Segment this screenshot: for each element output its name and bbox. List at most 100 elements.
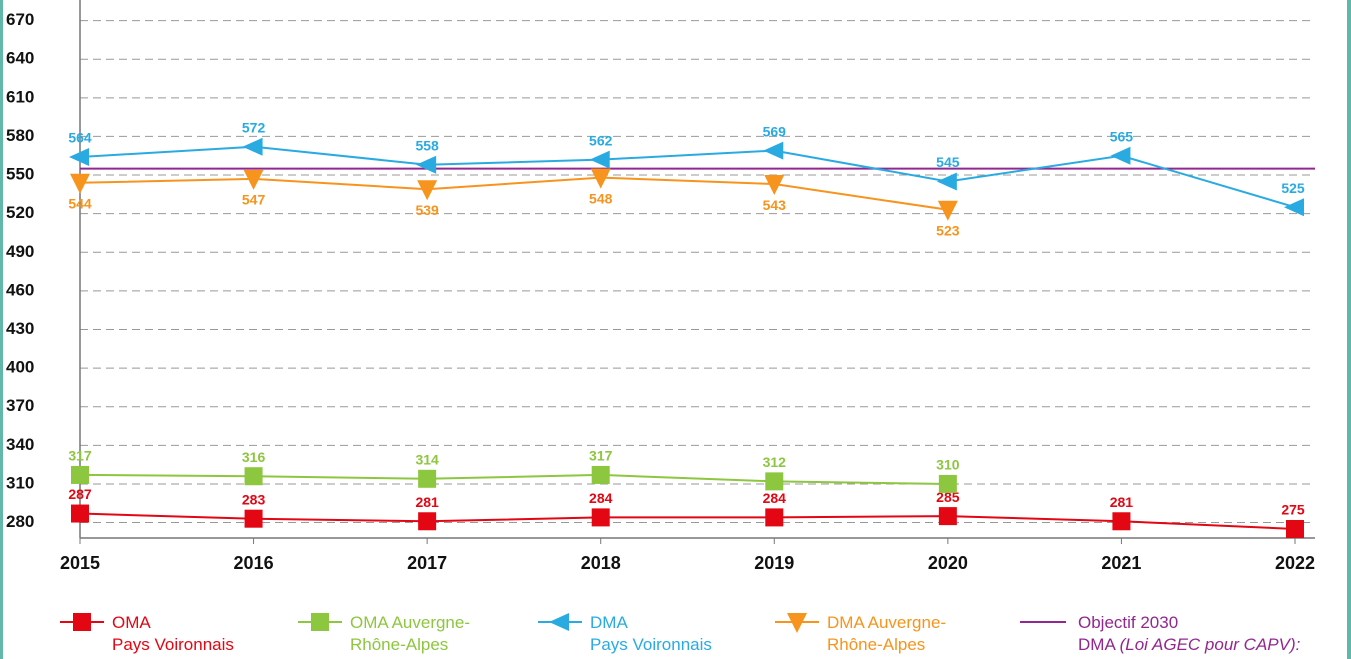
marker [418, 469, 437, 488]
marker [1110, 146, 1131, 165]
data-label: 565 [1110, 128, 1134, 144]
data-label: 317 [68, 448, 92, 464]
data-label: 547 [242, 192, 266, 208]
data-label: 316 [242, 449, 266, 465]
marker [73, 613, 91, 631]
x-tick-label: 2019 [754, 553, 794, 573]
data-label: 548 [589, 190, 613, 206]
marker [590, 168, 611, 189]
x-tick-label: 2020 [928, 553, 968, 573]
marker [311, 613, 329, 631]
marker [1112, 512, 1131, 531]
data-label: 525 [1281, 180, 1305, 196]
data-label: 284 [589, 490, 613, 506]
marker [418, 512, 437, 531]
marker [936, 172, 957, 191]
x-tick-label: 2018 [581, 553, 621, 573]
marker [765, 508, 784, 527]
data-label: 275 [1281, 502, 1305, 518]
marker [938, 474, 957, 493]
data-label: 312 [763, 454, 787, 470]
y-tick-label: 640 [6, 49, 34, 68]
marker [765, 472, 784, 491]
y-tick-label: 310 [6, 473, 34, 492]
data-label: 539 [415, 202, 439, 218]
legend-label-name: Objectif 2030 DMA [1078, 613, 1179, 654]
data-label: 281 [415, 494, 439, 510]
marker [763, 141, 784, 160]
y-tick-label: 580 [6, 126, 34, 145]
series-line [79, 473, 948, 485]
marker [244, 509, 263, 528]
legend-label: Objectif 2030 DMA (Loi AGEC pour CAPV): [1078, 612, 1300, 656]
legend-label: OMA Pays Voironnais [112, 613, 234, 654]
data-label: 281 [1110, 494, 1134, 510]
marker [591, 508, 610, 527]
y-tick-label: 520 [6, 203, 34, 222]
marker [71, 465, 89, 484]
series: 317 316 314 317 312 310 [68, 448, 960, 493]
marker [70, 173, 90, 194]
x-tick-label: 2016 [234, 553, 274, 573]
y-tick-label: 280 [6, 512, 34, 531]
marker [1284, 198, 1304, 217]
series: 544 547 539 548 543 523 [68, 168, 960, 238]
data-label: 283 [242, 491, 266, 507]
border-left [0, 0, 3, 659]
marker [242, 137, 263, 156]
marker [591, 465, 610, 484]
x-tick-label: 2022 [1275, 553, 1315, 573]
y-tick-label: 430 [6, 319, 34, 338]
data-label: 284 [763, 490, 787, 506]
legend-label: DMA Auvergne- Rhône-Alpes [827, 613, 947, 654]
data-label: 543 [763, 197, 787, 213]
data-label: 569 [763, 123, 787, 139]
marker [71, 504, 89, 523]
data-label: 523 [936, 222, 960, 238]
marker [787, 613, 807, 633]
y-tick-label: 670 [6, 10, 34, 29]
legend-label: DMA Pays Voironnais [590, 613, 712, 654]
marker [589, 150, 610, 169]
data-label: 572 [242, 119, 266, 135]
y-tick-label: 490 [6, 242, 34, 261]
data-label: 287 [68, 486, 92, 502]
series: 287 283 281 284 284 285 281 275 [68, 486, 1305, 538]
marker [549, 613, 569, 631]
marker [417, 180, 438, 201]
series-line [79, 145, 1296, 209]
legend-label: OMA Auvergne- Rhône-Alpes [350, 613, 471, 654]
data-label: 558 [415, 137, 439, 153]
marker [416, 155, 437, 174]
y-tick-label: 340 [6, 435, 34, 454]
series-line [79, 176, 949, 211]
series: 564 572 558 562 569 545 565 525 [68, 119, 1305, 217]
marker [244, 467, 263, 486]
y-tick-label: 460 [6, 280, 34, 299]
marker [69, 148, 89, 167]
x-tick-label: 2021 [1101, 553, 1141, 573]
y-tick-label: 370 [6, 396, 34, 415]
y-tick-label: 610 [6, 87, 34, 106]
x-tick-label: 2017 [407, 553, 447, 573]
data-label: 564 [68, 130, 92, 146]
x-tick-label: 2015 [60, 553, 100, 573]
data-label: 562 [589, 132, 613, 148]
border-right [1347, 0, 1351, 659]
marker [938, 507, 957, 526]
y-tick-label: 550 [6, 165, 34, 184]
marker [937, 200, 958, 221]
series-line [79, 512, 1296, 530]
marker [764, 175, 785, 196]
marker [243, 169, 264, 190]
data-label: 544 [68, 195, 92, 211]
data-label: 545 [936, 154, 960, 170]
data-label: 314 [415, 451, 439, 467]
data-label: 317 [589, 448, 613, 464]
marker [1286, 519, 1304, 538]
data-label: 310 [936, 457, 960, 473]
y-tick-label: 400 [6, 358, 34, 377]
legend-label-note: (Loi AGEC pour CAPV): [1119, 635, 1301, 654]
